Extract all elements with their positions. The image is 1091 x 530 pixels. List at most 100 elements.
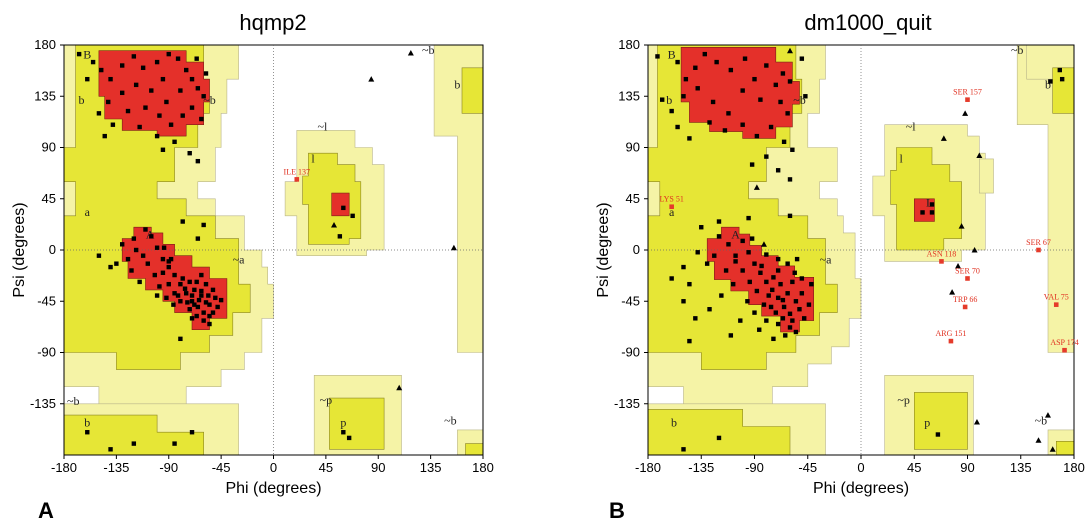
residue-point bbox=[799, 56, 805, 61]
residue-point bbox=[794, 256, 800, 262]
residue-point bbox=[125, 108, 131, 114]
residue-point bbox=[929, 202, 935, 207]
residue-point bbox=[108, 447, 113, 452]
residue-point bbox=[194, 56, 199, 61]
x-tick-label: 180 bbox=[472, 460, 494, 475]
residue-point bbox=[726, 242, 731, 247]
residue-point bbox=[189, 430, 195, 435]
residue-point bbox=[201, 318, 206, 323]
residue-point bbox=[726, 111, 731, 116]
region-label: p bbox=[340, 416, 346, 430]
residue-point bbox=[131, 441, 137, 446]
panel-letter: A bbox=[38, 498, 54, 523]
outlier-label: SER 67 bbox=[1026, 238, 1051, 247]
residue-point bbox=[787, 325, 793, 330]
outlier-point bbox=[965, 276, 970, 281]
residue-point bbox=[137, 124, 142, 130]
residue-point bbox=[114, 261, 119, 266]
residue-point bbox=[742, 56, 748, 61]
residue-point bbox=[96, 253, 102, 258]
residue-point bbox=[152, 272, 157, 278]
residue-point bbox=[802, 316, 807, 321]
allowed-region bbox=[1055, 440, 1075, 456]
residue-point bbox=[773, 310, 778, 315]
y-tick-label: 90 bbox=[626, 140, 640, 155]
residue-point bbox=[681, 447, 686, 452]
residue-point bbox=[716, 219, 722, 224]
residue-point bbox=[350, 213, 355, 219]
glycine-point bbox=[962, 110, 969, 116]
outlier-point bbox=[1036, 247, 1041, 253]
y-tick-label: 45 bbox=[626, 191, 640, 206]
region-label: l bbox=[900, 151, 904, 165]
residue-point bbox=[185, 300, 190, 305]
region-label: b bbox=[666, 93, 672, 107]
residue-point bbox=[681, 264, 686, 270]
residue-point bbox=[768, 124, 774, 130]
residue-point bbox=[771, 336, 776, 342]
y-tick-label: -45 bbox=[621, 293, 640, 308]
residue-point bbox=[775, 321, 781, 327]
outlier-label: ASP 174 bbox=[1050, 338, 1078, 347]
residue-point bbox=[143, 105, 148, 110]
residue-point bbox=[775, 256, 781, 262]
residue-point bbox=[920, 210, 925, 215]
residue-point bbox=[85, 430, 90, 435]
residue-point bbox=[675, 59, 680, 65]
y-tick-label: -45 bbox=[37, 293, 56, 308]
outlier-label: ARG 151 bbox=[935, 329, 966, 338]
residue-point bbox=[719, 293, 724, 298]
y-axis-label: Psi (degrees) bbox=[11, 202, 28, 297]
glycine-point bbox=[396, 384, 403, 391]
residue-point bbox=[669, 108, 674, 114]
outlier-point bbox=[948, 338, 954, 344]
residue-point bbox=[160, 147, 166, 152]
residue-point bbox=[707, 120, 712, 125]
residue-point bbox=[168, 122, 174, 127]
residue-point bbox=[108, 264, 113, 270]
glycine-point bbox=[976, 152, 983, 158]
residue-point bbox=[707, 307, 712, 312]
panel-letter: B bbox=[609, 498, 625, 523]
residue-point bbox=[803, 94, 808, 99]
residue-point bbox=[716, 435, 722, 441]
residue-point bbox=[740, 238, 745, 244]
region-label: ~b bbox=[1035, 413, 1048, 427]
residue-point bbox=[660, 97, 665, 102]
residue-point bbox=[935, 432, 941, 437]
residue-point bbox=[757, 327, 762, 332]
residue-point bbox=[171, 302, 176, 307]
residue-point bbox=[125, 256, 131, 262]
residue-point bbox=[182, 286, 188, 291]
allowed-region bbox=[461, 67, 484, 114]
region-label: b bbox=[78, 93, 84, 107]
residue-point bbox=[178, 88, 183, 93]
x-tick-label: 45 bbox=[319, 460, 333, 475]
residue-point bbox=[764, 279, 769, 285]
residue-point bbox=[195, 158, 201, 164]
residue-point bbox=[168, 256, 174, 262]
region-label: ~b bbox=[203, 93, 216, 107]
region-label: ~b bbox=[444, 413, 457, 427]
residue-point bbox=[199, 288, 204, 294]
residue-point bbox=[740, 122, 745, 127]
residue-point bbox=[929, 210, 935, 215]
x-tick-label: -45 bbox=[798, 460, 817, 475]
ramachandran-panel-b: -180 -135 -90 -45 0 45 90 135 180 180 135 90 45 0 -45 -… bbox=[545, 0, 1091, 525]
residue-point bbox=[189, 316, 195, 321]
residue-point bbox=[793, 299, 799, 304]
y-tick-label: 180 bbox=[618, 37, 640, 52]
x-tick-label: 135 bbox=[1010, 460, 1032, 475]
residue-point bbox=[76, 51, 82, 57]
plot-title: dm1000_quit bbox=[804, 10, 931, 35]
outlier-label: LYS 51 bbox=[660, 195, 684, 204]
residue-point bbox=[681, 299, 686, 304]
x-axis-label: Phi (degrees) bbox=[225, 480, 321, 497]
residue-point bbox=[157, 113, 162, 118]
outlier-point bbox=[669, 204, 674, 210]
residue-point bbox=[207, 321, 212, 327]
residue-point bbox=[187, 150, 192, 156]
residue-point bbox=[194, 279, 199, 285]
residue-point bbox=[337, 234, 343, 239]
core-region bbox=[331, 192, 350, 217]
